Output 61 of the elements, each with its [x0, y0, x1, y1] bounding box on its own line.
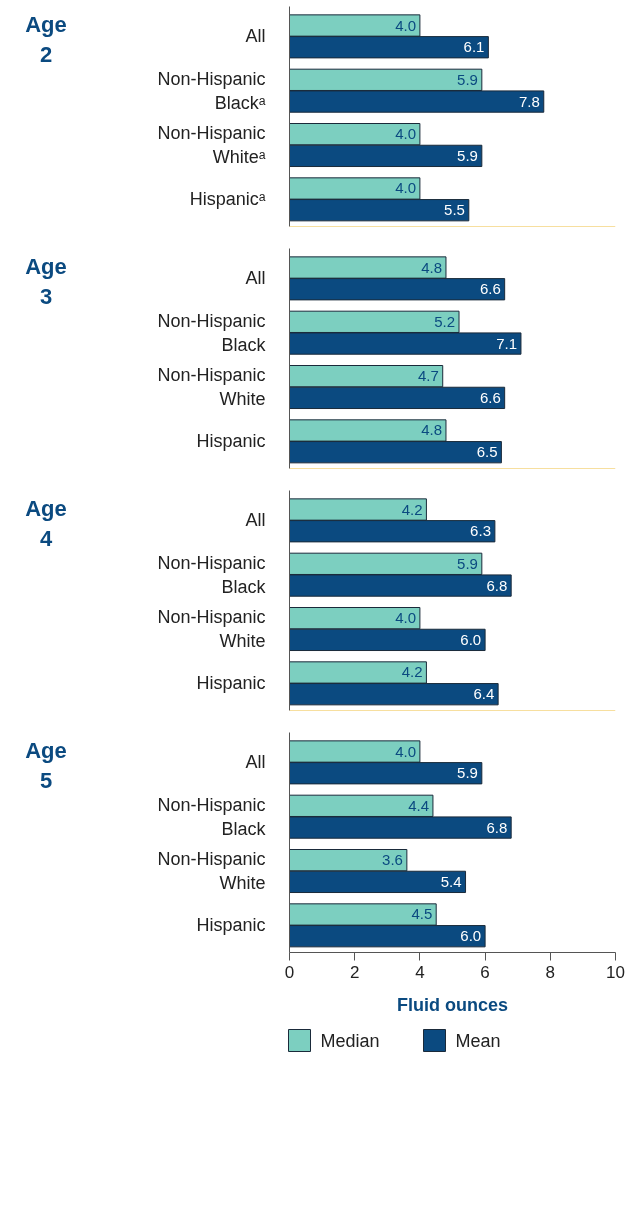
data-label: 3.6: [382, 851, 403, 869]
data-label: 5.9: [457, 764, 478, 782]
x-tick-label: 2: [349, 962, 360, 982]
data-label: 4.7: [417, 367, 439, 385]
data-label: 5.9: [457, 554, 478, 572]
data-label: 4.5: [411, 905, 433, 923]
x-axis-title: Fluid ounces: [397, 994, 509, 1015]
y-tick-label: All: [245, 268, 266, 289]
data-label: 6.6: [479, 280, 501, 298]
data-label: 4.0: [395, 742, 416, 760]
data-label: 6.1: [463, 38, 485, 56]
data-label: 4.2: [401, 500, 423, 518]
x-tick-label: 6: [480, 962, 490, 982]
text: Age 3: [25, 253, 67, 311]
data-label: 6.8: [486, 576, 508, 594]
data-label: 6.0: [460, 630, 482, 648]
x-tick-label: 8: [545, 962, 556, 982]
data-label: 4.8: [421, 258, 443, 276]
y-tick-label: All: [245, 752, 266, 773]
data-label: 6.3: [470, 522, 491, 540]
data-label: 5.9: [457, 146, 478, 164]
data-label: 6.0: [460, 927, 482, 945]
data-label: 6.6: [479, 388, 501, 406]
text: Age 2: [25, 11, 67, 69]
data-label: 5.9: [457, 70, 478, 88]
y-tick-label: Hispanic: [196, 915, 266, 936]
x-tick-label: 0: [284, 962, 295, 982]
data-label: 4.8: [421, 421, 443, 439]
legend-label: Mean: [455, 1030, 501, 1051]
data-label: 6.8: [486, 818, 508, 836]
text: Age 4: [25, 495, 67, 553]
y-tick-label: Non-Hispanic Black: [157, 794, 267, 839]
data-label: 7.8: [519, 92, 540, 110]
data-label: 4.0: [395, 609, 416, 627]
data-label: 4.0: [395, 179, 416, 197]
y-tick-label: Hispanic: [196, 673, 266, 694]
data-label: 4.2: [401, 663, 423, 681]
y-tick-label: Non-Hispanic Blackᵃ: [157, 68, 266, 113]
y-tick-label: Non-Hispanic Whiteᵃ: [157, 123, 266, 168]
data-label: 7.1: [496, 334, 518, 352]
y-tick-label: All: [245, 26, 266, 47]
y-tick-label: Non-Hispanic White: [157, 849, 266, 894]
y-tick-label: Hispanicᵃ: [189, 189, 266, 210]
legend-label: Median: [320, 1030, 380, 1051]
data-label: 4.0: [395, 16, 416, 34]
x-tick-label: 10: [606, 962, 625, 982]
data-label: 4.4: [408, 796, 430, 814]
y-tick-label: Non-Hispanic White: [157, 365, 266, 410]
y-tick-label: All: [245, 510, 266, 531]
y-tick-label: Non-Hispanic White: [157, 607, 266, 652]
data-label: 5.5: [444, 201, 465, 219]
text: Age 5: [25, 737, 67, 795]
y-tick-label: Non-Hispanic Black: [157, 552, 267, 597]
data-label: 6.4: [473, 685, 495, 703]
data-label: 6.5: [476, 443, 498, 461]
data-label: 5.2: [434, 312, 456, 330]
x-tick-label: 4: [415, 962, 425, 982]
y-tick-label: Hispanic: [196, 431, 266, 452]
data-label: 4.0: [395, 125, 416, 143]
data-label: 5.4: [440, 872, 462, 890]
y-tick-label: Non-Hispanic Black: [157, 310, 267, 355]
